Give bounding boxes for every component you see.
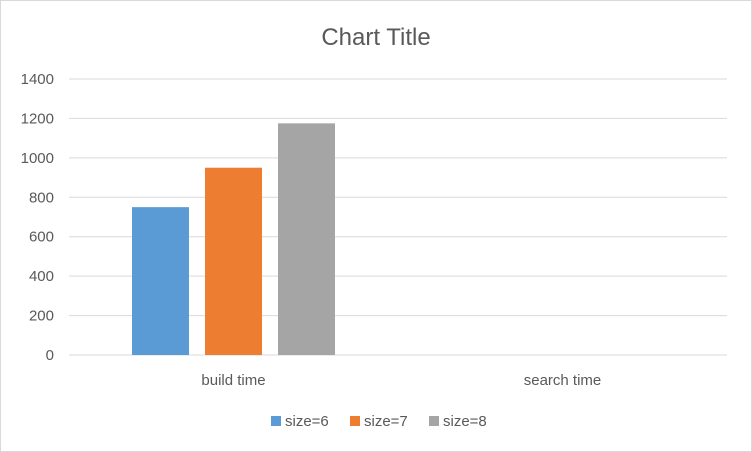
legend-label: size=8 — [443, 413, 487, 430]
y-tick-label: 600 — [29, 229, 54, 246]
bar-size-8-0 — [278, 123, 335, 355]
y-tick-label: 1000 — [21, 150, 54, 167]
bar-size-6-0 — [132, 207, 189, 355]
legend-swatch — [271, 416, 281, 426]
legend: size=6 size=7 size=8 — [271, 413, 487, 430]
x-axis-labels: build time search time — [201, 372, 601, 389]
bar-size-7-0 — [205, 167, 262, 355]
x-category-label: search time — [524, 372, 602, 389]
chart-title: Chart Title — [321, 24, 430, 51]
bars — [132, 123, 335, 355]
y-tick-label: 1200 — [21, 110, 54, 127]
x-category-label: build time — [201, 372, 265, 389]
y-axis-ticks: 0 200 400 600 800 1000 1200 1400 — [21, 71, 54, 364]
y-tick-label: 1400 — [21, 71, 54, 88]
y-tick-label: 800 — [29, 189, 54, 206]
y-tick-label: 0 — [46, 347, 54, 364]
legend-label: size=6 — [285, 413, 329, 430]
legend-swatch — [350, 416, 360, 426]
legend-swatch — [429, 416, 439, 426]
y-tick-label: 200 — [29, 308, 54, 325]
legend-label: size=7 — [364, 413, 408, 430]
y-tick-label: 400 — [29, 268, 54, 285]
